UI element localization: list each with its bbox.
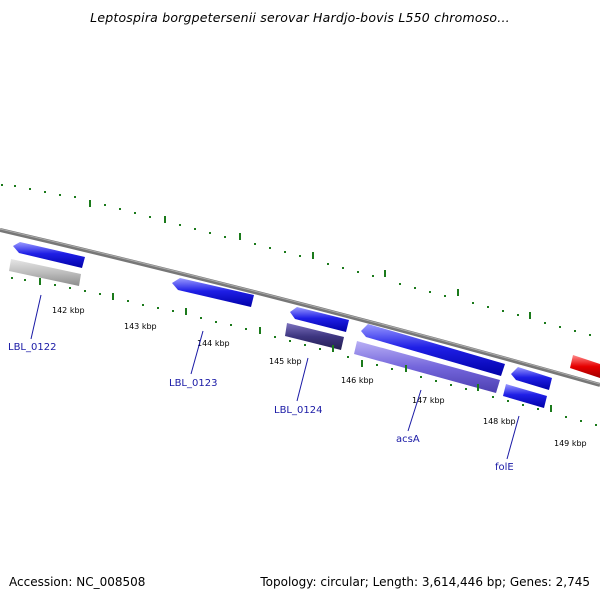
- gene-forward-1[interactable]: [13, 242, 85, 268]
- scale-label-148: 148 kbp: [483, 417, 516, 426]
- inner-tick-ring: [11, 277, 597, 426]
- forward-strand-genes: [13, 242, 600, 390]
- gene-label-lbl-0123[interactable]: LBL_0123: [169, 378, 217, 389]
- gene-label-acsa[interactable]: acsA: [396, 434, 420, 445]
- outer-tick-ring: [1, 184, 591, 336]
- gene-forward-4[interactable]: [361, 324, 505, 376]
- chromosome-backbone: [0, 228, 600, 387]
- scale-label-143: 143 kbp: [124, 322, 157, 331]
- gene-label-lbl-0124[interactable]: LBL_0124: [274, 405, 322, 416]
- scale-label-149: 149 kbp: [554, 439, 587, 448]
- gene-reverse-folE[interactable]: [503, 384, 547, 408]
- scale-label-147: 147 kbp: [412, 396, 445, 405]
- scale-label-144: 144 kbp: [197, 339, 230, 348]
- reverse-strand-features: [9, 259, 547, 408]
- feature-dark[interactable]: [285, 323, 344, 350]
- scale-label-146: 146 kbp: [341, 376, 374, 385]
- gene-forward-2[interactable]: [172, 278, 254, 307]
- scale-label-145: 145 kbp: [269, 357, 302, 366]
- feature-light[interactable]: [354, 341, 500, 393]
- map-title: Leptospira borgpetersenii serovar Hardjo…: [90, 10, 510, 25]
- gene-forward-5[interactable]: [511, 367, 552, 390]
- accession-text: Accession: NC_008508: [9, 575, 146, 589]
- gene-pseudo[interactable]: [9, 259, 81, 286]
- gene-label-fole[interactable]: folE: [495, 462, 514, 473]
- feature-red[interactable]: [570, 355, 600, 378]
- gene-label-lbl-0122[interactable]: LBL_0122: [8, 342, 56, 353]
- gene-labels: LBL_0122 LBL_0123 LBL_0124 acsA folE: [8, 342, 514, 473]
- scale-label-142: 142 kbp: [52, 306, 85, 315]
- gene-forward-3[interactable]: [290, 307, 349, 332]
- topology-summary-text: Topology: circular; Length: 3,614,446 bp…: [260, 575, 590, 589]
- gene-callout-lines: [30, 294, 520, 460]
- scale-labels: 142 kbp 143 kbp 144 kbp 145 kbp 146 kbp …: [52, 306, 587, 448]
